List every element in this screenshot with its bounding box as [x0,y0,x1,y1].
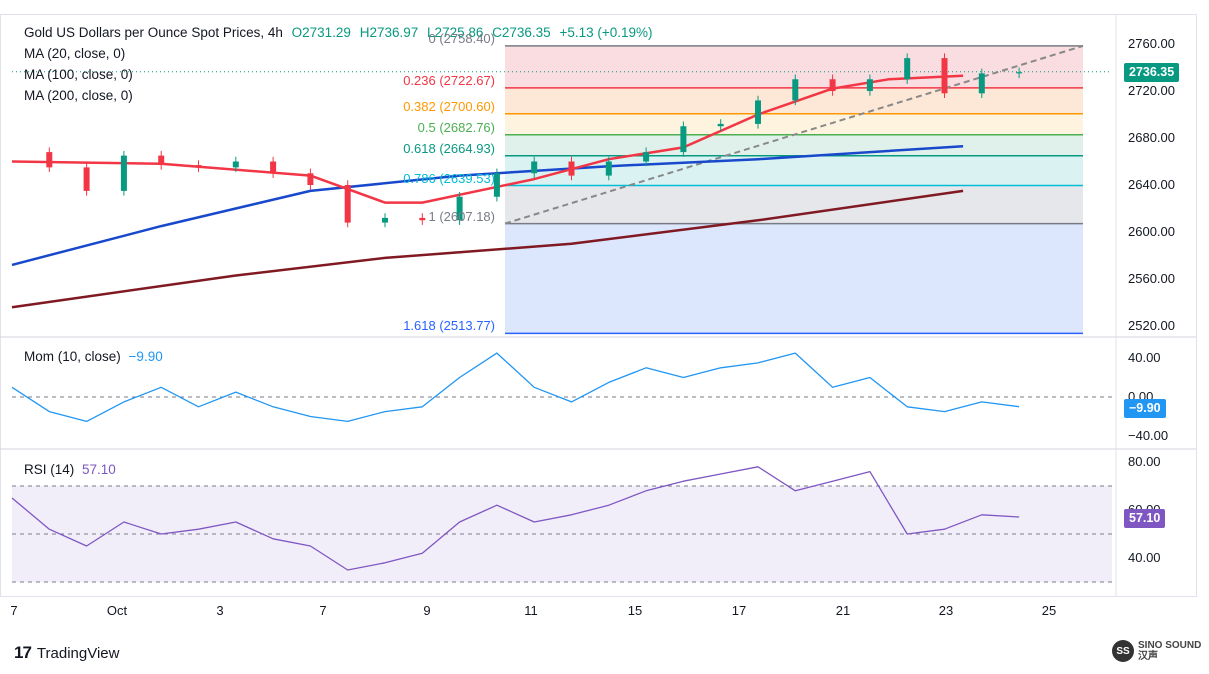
time-axis-tick: 11 [524,603,538,618]
rsi-legend-value: 57.10 [82,462,116,477]
tradingview-logo-icon: 17 [14,643,32,662]
candle-body [941,58,948,94]
candle-body [1016,72,1023,74]
price-axis-tick: −40.00 [1128,428,1169,443]
mom-tag: −9.90 [1124,399,1166,418]
candle-body [866,79,873,91]
time-axis-tick: 15 [627,603,643,618]
candle-body [456,196,463,221]
brand-name: TradingView [36,644,120,662]
price-axis-tick: 2720.00 [1128,83,1175,98]
price-tag: 2736.35 [1124,63,1180,82]
legend-ma200[interactable]: MA (200, close, 0) [24,88,133,103]
fib-zone [505,223,1083,334]
price-axis-tick: 2680.00 [1128,130,1175,145]
rsi-tag: 57.10 [1124,509,1166,528]
mom-legend[interactable]: Mom (10, close) −9.90 [24,349,163,365]
price-axis-tick: 40.00 [1128,350,1161,365]
price-axis-tick: 2600.00 [1128,224,1175,239]
candlesticks [46,53,1023,228]
ohlc-low: L2725.86 [427,25,484,40]
time-axis-tick: 25 [1041,603,1057,618]
candle-body [568,161,575,176]
tradingview-brand[interactable]: 17 TradingView [14,643,119,663]
candle-body [46,152,53,168]
fib-level-label: 0.5 (2682.76) [417,119,495,135]
candle-body [270,161,277,174]
time-axis-tick: 3 [216,603,224,618]
fib-level-label: 0.618 (2664.93) [403,140,495,156]
fib-zone [505,113,1083,135]
fib-level-label: 0.786 (2639.53) [403,170,495,186]
ohlc-change: +5.13 (+0.19%) [559,25,653,40]
candle-body [531,161,538,174]
time-axis-tick: 23 [938,603,954,618]
time-axis-tick: Oct [106,603,128,618]
mom-line [11,352,1020,423]
time-axis-tick: 9 [423,603,431,618]
candle-body [680,126,687,153]
watermark-line2: 汉声 [1138,651,1158,662]
fib-zone [505,155,1083,186]
mom-legend-value: −9.90 [128,349,163,364]
symbol-header: Gold US Dollars per Ounce Spot Prices, 4… [24,25,658,41]
price-axis-tick: 80.00 [1128,454,1161,469]
candle-body [307,173,314,185]
chart-frame [0,14,1197,597]
time-axis-tick: 7 [319,603,327,618]
candle-body [978,73,985,94]
rsi-legend[interactable]: RSI (14) 57.10 [24,462,116,478]
watermark-line1: SINO SOUND [1138,640,1202,651]
candle-body [643,152,650,162]
rsi-line [11,466,1020,571]
candle-body [83,167,90,191]
fib-level-label: 1 (2607.18) [428,208,496,224]
symbol-title: Gold US Dollars per Ounce Spot Prices, 4… [24,25,283,40]
candle-body [755,100,761,124]
trend-line [504,44,1084,225]
candle-body [717,123,724,127]
candle-body [120,155,127,191]
ma100-line [11,144,964,267]
fib-zone [505,185,1083,224]
candle-body [419,217,426,221]
rsi-legend-label: RSI (14) [24,462,75,477]
candle-body [232,161,239,168]
legend-ma100[interactable]: MA (100, close, 0) [24,67,133,82]
legend-ma20[interactable]: MA (20, close, 0) [24,46,126,61]
candle-body [195,165,202,168]
price-axis-tick: 2560.00 [1128,271,1175,286]
ma200-line [11,189,964,309]
fib-level-label: 1.618 (2513.77) [403,318,495,334]
candle-body [605,161,612,176]
candle-body [382,217,388,223]
fib-zone [505,134,1083,156]
price-axis-tick: 40.00 [1128,550,1161,565]
time-axis-tick: 7 [10,603,18,618]
ohlc-close: C2736.35 [492,25,551,40]
candle-body [158,155,165,166]
price-axis-tick: 2520.00 [1128,318,1175,333]
candle-body [792,79,799,101]
mom-legend-label: Mom (10, close) [24,349,121,364]
watermark-logo-icon: SS [1112,640,1134,662]
watermark: SS SINO SOUND 汉声 [1112,640,1201,662]
time-axis-tick: 21 [835,603,851,618]
candle-body [493,173,500,197]
ohlc-open: O2731.29 [291,25,351,40]
fib-level-label: 0.382 (2700.60) [403,98,495,114]
candle-body [829,79,836,91]
fib-level-label: 0 (2758.40) [428,30,496,46]
ohlc-high: H2736.97 [359,25,419,40]
rsi-band [12,486,1112,582]
candle-body [904,58,911,80]
price-axis-tick: 2760.00 [1128,36,1175,51]
candle-body [344,185,351,223]
fib-level-label: 0.236 (2722.67) [403,72,495,88]
price-axis-tick: 2640.00 [1128,177,1175,192]
time-axis-tick: 17 [731,603,747,618]
